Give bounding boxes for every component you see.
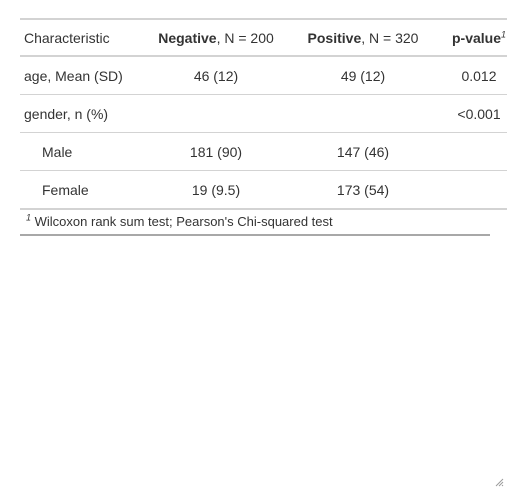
- row-pvalue: [436, 171, 507, 210]
- row-positive-value: 49 (12): [290, 56, 436, 95]
- table-row-female: Female 19 (9.5) 173 (54): [20, 171, 507, 210]
- row-pvalue: <0.001: [436, 95, 507, 133]
- row-positive-value: [290, 95, 436, 133]
- table-row-male: Male 181 (90) 147 (46): [20, 133, 507, 171]
- row-positive-value: 147 (46): [290, 133, 436, 171]
- row-pvalue: [436, 133, 507, 171]
- header-positive-n: , N = 320: [361, 30, 418, 46]
- row-negative-value: [142, 95, 290, 133]
- header-positive-name: Positive: [308, 30, 362, 46]
- summary-table: Characteristic Negative, N = 200 Positiv…: [20, 18, 507, 210]
- header-pvalue-label: p-value: [452, 30, 501, 46]
- summary-table-container: Characteristic Negative, N = 200 Positiv…: [20, 18, 490, 236]
- header-positive: Positive, N = 320: [290, 19, 436, 56]
- row-label: gender, n (%): [20, 95, 142, 133]
- table-header: Characteristic Negative, N = 200 Positiv…: [20, 19, 507, 56]
- header-negative-name: Negative: [158, 30, 216, 46]
- row-pvalue: 0.012: [436, 56, 507, 95]
- table-body: age, Mean (SD) 46 (12) 49 (12) 0.012 gen…: [20, 56, 507, 209]
- table-row-age: age, Mean (SD) 46 (12) 49 (12) 0.012: [20, 56, 507, 95]
- row-negative-value: 19 (9.5): [142, 171, 290, 210]
- header-row: Characteristic Negative, N = 200 Positiv…: [20, 19, 507, 56]
- row-label: Male: [20, 133, 142, 171]
- header-characteristic: Characteristic: [20, 19, 142, 56]
- row-label: age, Mean (SD): [20, 56, 142, 95]
- header-pvalue-footnote-mark: 1: [501, 29, 506, 39]
- header-negative-n: , N = 200: [217, 30, 274, 46]
- footnote-text: Wilcoxon rank sum test; Pearson's Chi-sq…: [35, 214, 333, 229]
- table-row-gender: gender, n (%) <0.001: [20, 95, 507, 133]
- header-pvalue: p-value1: [436, 19, 507, 56]
- row-negative-value: 181 (90): [142, 133, 290, 171]
- row-positive-value: 173 (54): [290, 171, 436, 210]
- row-label: Female: [20, 171, 142, 210]
- resize-grip-icon[interactable]: [495, 478, 504, 487]
- footnote-mark: 1: [26, 213, 31, 223]
- header-negative: Negative, N = 200: [142, 19, 290, 56]
- row-negative-value: 46 (12): [142, 56, 290, 95]
- table-footnote: 1 Wilcoxon rank sum test; Pearson's Chi-…: [20, 210, 490, 236]
